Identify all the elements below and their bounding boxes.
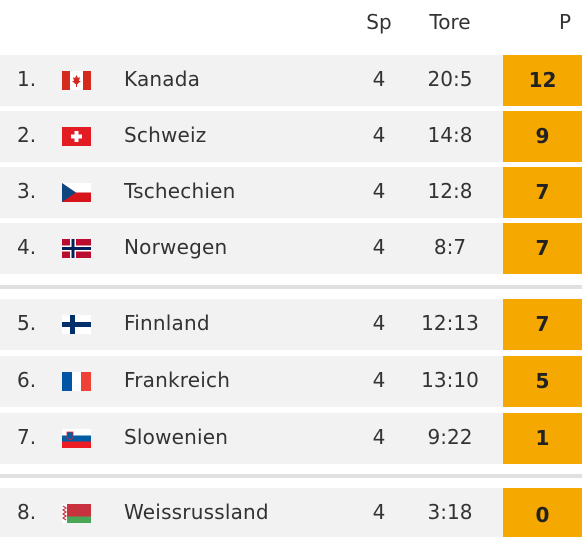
points-badge: 7 [503, 223, 582, 274]
points-badge: 5 [503, 356, 582, 407]
rank: 8. [17, 500, 37, 524]
table-row[interactable]: 3. Tschechien 4 12:8 7 [0, 167, 582, 218]
goals: 12:8 [427, 179, 473, 203]
belarus-flag-icon [62, 504, 91, 523]
country-name: Frankreich [124, 368, 231, 392]
rank: 1. [17, 67, 37, 91]
games-played: 4 [372, 425, 386, 449]
points-badge: 7 [503, 299, 582, 350]
points-badge: 12 [503, 55, 582, 106]
finland-flag-icon [62, 315, 91, 334]
games-played: 4 [372, 235, 386, 259]
france-flag-icon [62, 372, 91, 391]
games-played: 4 [372, 67, 386, 91]
table-row[interactable]: 7. Slowenien 4 9:22 1 [0, 413, 582, 464]
goals: 3:18 [427, 500, 473, 524]
header-p: P [558, 10, 572, 34]
switzerland-flag-icon [62, 127, 91, 146]
group-separator [0, 285, 582, 289]
table-row[interactable]: 6. Frankreich 4 13:10 5 [0, 356, 582, 407]
header-tore: Tore [429, 10, 471, 34]
table-row[interactable]: 4. Norwegen 4 8:7 7 [0, 223, 582, 274]
rank: 6. [17, 368, 37, 392]
points-badge: 9 [503, 111, 582, 162]
games-played: 4 [372, 311, 386, 335]
country-name: Slowenien [124, 425, 229, 449]
rank: 3. [17, 179, 37, 203]
country-name: Tschechien [124, 179, 236, 203]
table-row[interactable]: 2. Schweiz 4 14:8 9 [0, 111, 582, 162]
table-row[interactable]: 1. Kanada 4 20:5 12 [0, 55, 582, 106]
goals: 12:13 [421, 311, 479, 335]
goals: 9:22 [427, 425, 473, 449]
slovenia-flag-icon [62, 429, 91, 448]
country-name: Kanada [124, 67, 201, 91]
games-played: 4 [372, 123, 386, 147]
country-name: Norwegen [124, 235, 228, 259]
games-played: 4 [372, 368, 386, 392]
table-row[interactable]: 5. Finnland 4 12:13 7 [0, 299, 582, 350]
goals: 13:10 [421, 368, 479, 392]
goals: 20:5 [427, 67, 473, 91]
points-badge: 7 [503, 167, 582, 218]
points-badge: 0 [503, 488, 582, 537]
table-row[interactable]: 8. Weissrussland 4 3:18 0 [0, 488, 582, 537]
country-name: Finnland [124, 311, 210, 335]
country-name: Schweiz [124, 123, 207, 147]
goals: 14:8 [427, 123, 473, 147]
rank: 2. [17, 123, 37, 147]
header-sp: Sp [366, 10, 392, 34]
rank: 5. [17, 311, 37, 335]
points-badge: 1 [503, 413, 582, 464]
table-header: Sp Tore P [0, 0, 582, 50]
rank: 7. [17, 425, 37, 449]
group-separator [0, 474, 582, 478]
games-played: 4 [372, 179, 386, 203]
czech-flag-icon [62, 183, 91, 202]
goals: 8:7 [433, 235, 467, 259]
canada-flag-icon [62, 71, 91, 90]
norway-flag-icon [62, 239, 91, 258]
games-played: 4 [372, 500, 386, 524]
country-name: Weissrussland [124, 500, 269, 524]
rank: 4. [17, 235, 37, 259]
